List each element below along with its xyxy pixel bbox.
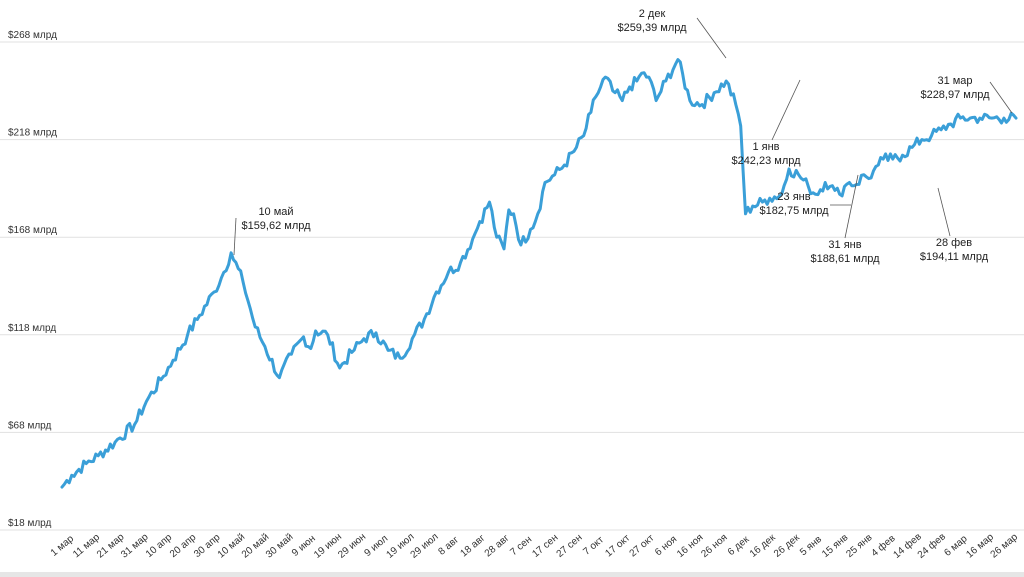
x-tick-label: 7 окт <box>581 534 606 557</box>
annotation-date: 28 фев <box>936 237 972 249</box>
annotation-value: $159,62 млрд <box>241 220 311 232</box>
x-tick-label: 25 янв <box>844 532 874 560</box>
y-tick-label: $18 млрд <box>8 518 52 529</box>
x-tick-label: 27 окт <box>628 532 657 559</box>
annotation-leader-line <box>771 79 801 141</box>
x-tick-label: 6 ноя <box>653 534 679 558</box>
annotation-date: 31 мар <box>937 75 972 87</box>
x-tick-label: 30 май <box>264 532 296 561</box>
x-tick-label: 26 дек <box>772 532 802 560</box>
y-axis-ticks: $18 млрд $68 млрд $118 млрд $168 млрд $218 м… <box>8 30 57 529</box>
x-tick-label: 31 мар <box>119 531 151 560</box>
annotation-date: 1 янв <box>752 141 779 153</box>
x-tick-label: 26 мар <box>989 531 1021 560</box>
gridlines <box>0 41 1024 531</box>
x-tick-label: 28 авг <box>483 533 512 560</box>
annotation-value: $194,11 млрд <box>920 251 989 263</box>
x-tick-label: 20 апр <box>168 532 199 560</box>
annotation-leader-line <box>937 187 951 237</box>
annotation-leader-line <box>696 17 727 59</box>
annotation-leader-line <box>233 217 237 256</box>
annotation-value: $188,61 млрд <box>810 253 880 265</box>
annotation-value: $242,23 млрд <box>731 155 801 167</box>
annotation-date: 2 дек <box>639 8 666 20</box>
x-tick-label: 8 авг <box>437 534 462 557</box>
x-tick-label: 15 янв <box>820 532 850 560</box>
annotation-date: 10 май <box>258 206 293 218</box>
series-line <box>60 58 1018 489</box>
y-tick-label: $268 млрд <box>8 30 57 41</box>
annotation-leader-line <box>989 81 1013 114</box>
annotations: 10 май $159,62 млрд 2 дек $259,39 млрд 1 янв… <box>233 8 1013 265</box>
y-tick-label: $218 млрд <box>8 128 57 139</box>
x-tick-label: 10 апр <box>144 532 175 560</box>
x-tick-label: 29 июл <box>409 531 441 560</box>
x-tick-label: 27 сен <box>555 532 585 560</box>
x-tick-label: 29 июн <box>336 531 368 560</box>
y-tick-label: $118 млрд <box>8 323 56 334</box>
annotation-value: $259,39 млрд <box>617 22 687 34</box>
x-tick-label: 17 окт <box>603 532 632 559</box>
x-tick-label: 16 ноя <box>675 532 705 560</box>
annotation-leader-line <box>844 174 859 239</box>
annotation-date: 23 янв <box>777 191 810 203</box>
x-tick-label: 1 мар <box>49 533 77 559</box>
annotation-value: $228,97 млрд <box>920 89 990 101</box>
x-tick-label: 17 сен <box>530 532 560 560</box>
annotation-date: 31 янв <box>828 239 861 251</box>
y-tick-label: $168 млрд <box>8 225 57 236</box>
x-tick-label: 16 дек <box>748 532 778 560</box>
x-tick-label: 5 янв <box>798 534 824 558</box>
x-tick-label: 6 дек <box>726 534 752 558</box>
x-tick-label: 18 авг <box>459 533 488 560</box>
x-tick-label: 7 сен <box>508 534 534 558</box>
bottom-scrollbar <box>0 572 1024 577</box>
annotation-value: $182,75 млрд <box>759 205 829 217</box>
y-tick-label: $68 млрд <box>8 420 52 431</box>
x-tick-label: 26 ноя <box>699 532 729 560</box>
